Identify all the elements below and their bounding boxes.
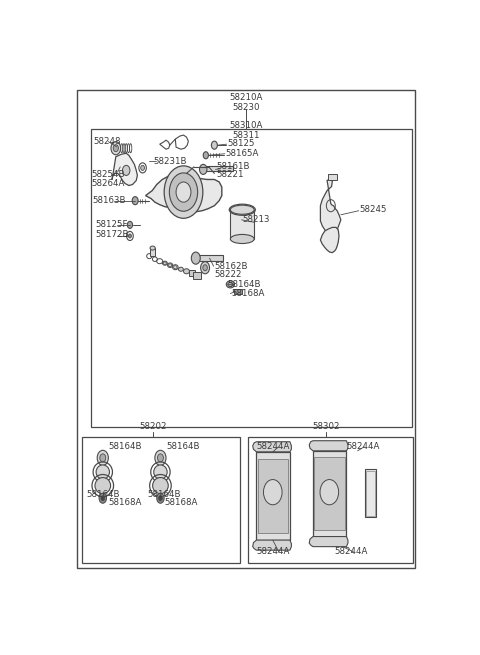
Text: 58165A: 58165A xyxy=(226,149,259,159)
Polygon shape xyxy=(256,452,290,540)
Bar xyxy=(365,470,376,517)
Bar xyxy=(189,271,195,276)
Text: 58164B: 58164B xyxy=(228,280,261,289)
Circle shape xyxy=(320,479,338,505)
Bar xyxy=(83,437,240,563)
Bar xyxy=(204,166,233,172)
Bar xyxy=(234,290,241,294)
Ellipse shape xyxy=(231,209,253,240)
Text: 58164B: 58164B xyxy=(166,442,200,451)
Text: 58244A: 58244A xyxy=(256,547,290,556)
Bar xyxy=(366,471,375,516)
Circle shape xyxy=(129,234,132,238)
Text: 58163B: 58163B xyxy=(93,196,126,205)
Ellipse shape xyxy=(179,267,183,271)
Text: 58244A: 58244A xyxy=(335,547,368,556)
Bar xyxy=(150,248,155,256)
Polygon shape xyxy=(252,540,291,550)
Polygon shape xyxy=(309,536,348,547)
Ellipse shape xyxy=(168,263,173,267)
Ellipse shape xyxy=(230,234,254,244)
Polygon shape xyxy=(112,153,137,185)
Circle shape xyxy=(156,493,164,503)
Polygon shape xyxy=(309,441,348,451)
Bar xyxy=(91,129,411,426)
Circle shape xyxy=(169,173,198,212)
Bar xyxy=(193,272,201,279)
Text: 58125: 58125 xyxy=(228,139,255,147)
Circle shape xyxy=(113,145,119,152)
Circle shape xyxy=(158,496,162,500)
Circle shape xyxy=(122,165,130,176)
Bar xyxy=(328,174,337,181)
Ellipse shape xyxy=(172,265,178,270)
Circle shape xyxy=(99,493,107,503)
Text: 58125F: 58125F xyxy=(96,220,128,229)
Circle shape xyxy=(264,479,282,505)
Polygon shape xyxy=(313,451,347,536)
Text: 58244A: 58244A xyxy=(347,442,380,451)
Polygon shape xyxy=(252,441,291,452)
Ellipse shape xyxy=(230,205,254,214)
Text: 58168A: 58168A xyxy=(108,498,142,507)
Polygon shape xyxy=(321,178,341,233)
Text: 58222: 58222 xyxy=(215,271,242,279)
Text: 58213: 58213 xyxy=(242,215,270,224)
Ellipse shape xyxy=(154,465,167,479)
Circle shape xyxy=(200,164,207,174)
Bar xyxy=(230,210,254,239)
Circle shape xyxy=(201,262,210,274)
Ellipse shape xyxy=(96,465,109,479)
Text: 58164B: 58164B xyxy=(147,490,181,499)
Circle shape xyxy=(176,182,191,202)
Text: 58254B: 58254B xyxy=(92,170,125,179)
Text: 58164B: 58164B xyxy=(108,442,142,451)
Circle shape xyxy=(211,141,217,149)
Circle shape xyxy=(203,265,207,271)
Ellipse shape xyxy=(163,261,168,265)
Circle shape xyxy=(100,454,106,462)
Circle shape xyxy=(97,450,108,466)
Circle shape xyxy=(111,141,120,155)
Polygon shape xyxy=(321,227,339,253)
Ellipse shape xyxy=(233,212,251,238)
Bar xyxy=(248,437,413,563)
Circle shape xyxy=(155,450,166,466)
Circle shape xyxy=(127,221,132,229)
Bar xyxy=(197,255,223,261)
Circle shape xyxy=(132,196,138,205)
Circle shape xyxy=(141,165,144,170)
Text: 58264A: 58264A xyxy=(92,179,125,187)
Circle shape xyxy=(192,252,200,264)
Text: 58248: 58248 xyxy=(94,137,121,146)
Ellipse shape xyxy=(183,269,190,274)
Circle shape xyxy=(157,454,163,462)
Text: 58168A: 58168A xyxy=(231,289,264,298)
Bar xyxy=(314,457,345,530)
Ellipse shape xyxy=(153,477,168,494)
Circle shape xyxy=(101,496,105,500)
Text: 58202: 58202 xyxy=(139,422,167,430)
Ellipse shape xyxy=(150,246,155,250)
Text: 58164B: 58164B xyxy=(87,490,120,499)
Text: 58172B: 58172B xyxy=(96,231,129,240)
Text: 58168A: 58168A xyxy=(164,498,198,507)
Text: 58310A
58311: 58310A 58311 xyxy=(229,121,263,140)
Text: 58161B: 58161B xyxy=(216,162,250,171)
Bar xyxy=(258,459,288,533)
Ellipse shape xyxy=(226,281,234,288)
Text: 58302: 58302 xyxy=(312,422,340,430)
Circle shape xyxy=(164,166,203,218)
Text: 58210A
58230: 58210A 58230 xyxy=(229,93,263,112)
Circle shape xyxy=(203,152,208,159)
Text: 58162B: 58162B xyxy=(215,262,248,271)
Text: 58244A: 58244A xyxy=(256,442,290,451)
Polygon shape xyxy=(145,174,222,212)
Text: 58231B: 58231B xyxy=(153,157,187,166)
Text: 58221: 58221 xyxy=(216,170,244,179)
Text: 58245: 58245 xyxy=(360,205,387,214)
Ellipse shape xyxy=(228,282,233,286)
Ellipse shape xyxy=(95,477,110,494)
